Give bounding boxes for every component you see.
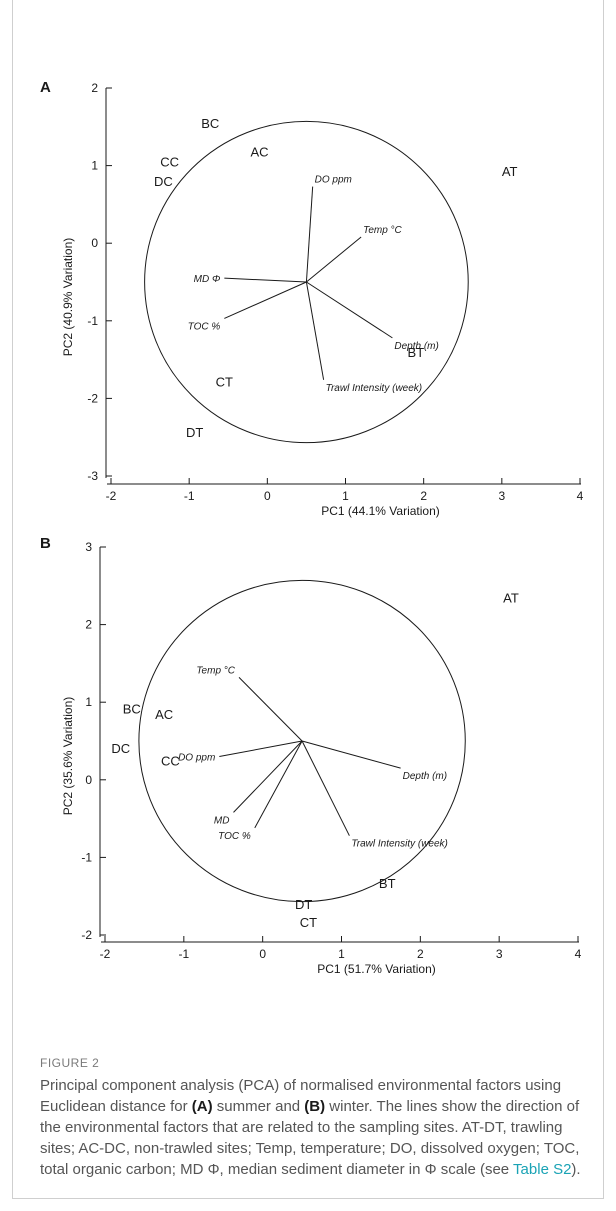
site-label-cc: CC bbox=[161, 753, 180, 768]
vector-label-md: MD Φ bbox=[194, 274, 221, 285]
vector-label-do-ppm: DO ppm bbox=[315, 175, 352, 186]
x-tick-label: 1 bbox=[342, 489, 349, 503]
x-tick-label: -2 bbox=[100, 947, 111, 961]
y-tick-label: 1 bbox=[91, 159, 98, 173]
vector-label-md: MD bbox=[214, 815, 230, 826]
x-axis-title: PC1 (44.1% Variation) bbox=[321, 504, 440, 518]
y-axis-title: PC2 (40.9% Variation) bbox=[61, 238, 75, 357]
site-label-dt: DT bbox=[186, 425, 203, 440]
x-tick-label: 0 bbox=[264, 489, 271, 503]
site-label-at: AT bbox=[503, 590, 519, 605]
y-tick-label: -2 bbox=[87, 391, 98, 405]
vector-label-depth-m: Depth (m) bbox=[403, 771, 447, 782]
x-axis-title: PC1 (51.7% Variation) bbox=[317, 962, 436, 976]
y-tick-label: -3 bbox=[87, 469, 98, 483]
x-tick-label: 3 bbox=[496, 947, 503, 961]
vector-do-ppm bbox=[305, 186, 314, 283]
site-label-dc: DC bbox=[154, 174, 173, 189]
vector-label-toc: TOC % bbox=[188, 321, 221, 332]
site-label-ac: AC bbox=[250, 145, 268, 160]
caption-bold-b: (B) bbox=[304, 1098, 326, 1115]
correlation-circle bbox=[138, 579, 466, 903]
panel-b-plot: B -2 -1 0 1 2 3 4 -2 -1 0 1 2 3 PC1 (51.7% Variation) P… bbox=[40, 535, 582, 976]
panel-letter: A bbox=[40, 79, 51, 96]
correlation-circle bbox=[144, 120, 469, 444]
vector-label-toc: TOC % bbox=[218, 831, 251, 842]
figure-frame bbox=[12, 0, 604, 1199]
site-label-dt: DT bbox=[295, 897, 312, 912]
figure-caption: FIGURE 2 Principal component analysis (P… bbox=[40, 1056, 600, 1180]
caption-label: FIGURE 2 bbox=[40, 1056, 100, 1070]
vector-depth-m bbox=[306, 281, 393, 339]
caption-part-3: winter. The lines show the direction of … bbox=[40, 1098, 580, 1178]
y-tick-label: 0 bbox=[85, 773, 92, 787]
vector-trawl-intensity-week bbox=[305, 281, 325, 380]
x-tick-label: 4 bbox=[575, 947, 582, 961]
site-label-bt: BT bbox=[408, 345, 425, 360]
site-label-cc: CC bbox=[160, 155, 179, 170]
site-label-ct: CT bbox=[216, 374, 233, 389]
site-label-dc: DC bbox=[111, 741, 130, 756]
vector-label-trawl-intensity-week: Trawl Intensity (week) bbox=[326, 383, 423, 394]
y-tick-label: -1 bbox=[81, 850, 92, 864]
vector-trawl-intensity-week bbox=[301, 740, 350, 836]
caption-part-1: Principal component analysis (PCA) of no… bbox=[40, 1077, 562, 1115]
vector-label-do-ppm: DO ppm bbox=[178, 753, 215, 764]
vector-temp-c bbox=[238, 677, 303, 742]
vector-label-temp-c: Temp °C bbox=[196, 665, 235, 676]
table-s2-link[interactable]: Table S2 bbox=[513, 1161, 572, 1178]
vector-label-temp-c: Temp °C bbox=[363, 225, 402, 236]
vector-toc bbox=[224, 281, 307, 319]
site-label-bc: BC bbox=[123, 701, 141, 716]
vector-md bbox=[224, 277, 307, 283]
vector-do-ppm bbox=[219, 740, 303, 758]
y-axis-title: PC2 (35.6% Variation) bbox=[61, 697, 75, 816]
site-label-bt: BT bbox=[379, 876, 396, 891]
y-tick-label: -2 bbox=[81, 928, 92, 942]
vector-toc bbox=[254, 740, 303, 829]
x-tick-label: 4 bbox=[577, 489, 584, 503]
vector-depth-m bbox=[301, 740, 401, 769]
y-tick-label: 0 bbox=[91, 236, 98, 250]
x-tick-label: 1 bbox=[338, 947, 345, 961]
site-label-bc: BC bbox=[201, 116, 219, 131]
caption-part-4: ). bbox=[571, 1161, 581, 1178]
caption-part-2: summer and bbox=[212, 1098, 305, 1115]
panel-letter: B bbox=[40, 535, 51, 552]
vector-md bbox=[233, 740, 303, 813]
y-tick-label: 3 bbox=[85, 540, 92, 554]
x-tick-label: -1 bbox=[184, 489, 195, 503]
y-tick-label: 1 bbox=[85, 695, 92, 709]
vector-label-depth-m: Depth (m) bbox=[394, 341, 438, 352]
vector-label-trawl-intensity-week: Trawl Intensity (week) bbox=[351, 839, 448, 850]
y-tick-label: 2 bbox=[91, 81, 98, 95]
caption-text: Principal component analysis (PCA) of no… bbox=[40, 1075, 600, 1180]
x-tick-label: 3 bbox=[498, 489, 505, 503]
site-label-ac: AC bbox=[155, 707, 173, 722]
caption-bold-a: (A) bbox=[191, 1098, 213, 1115]
x-tick-label: -1 bbox=[178, 947, 189, 961]
y-tick-label: -1 bbox=[87, 314, 98, 328]
x-tick-label: 2 bbox=[420, 489, 427, 503]
site-label-ct: CT bbox=[300, 915, 317, 930]
vector-temp-c bbox=[306, 236, 362, 283]
x-tick-label: 2 bbox=[417, 947, 424, 961]
site-label-at: AT bbox=[502, 164, 518, 179]
x-tick-label: 0 bbox=[259, 947, 266, 961]
y-tick-label: 2 bbox=[85, 618, 92, 632]
x-tick-label: -2 bbox=[106, 489, 117, 503]
